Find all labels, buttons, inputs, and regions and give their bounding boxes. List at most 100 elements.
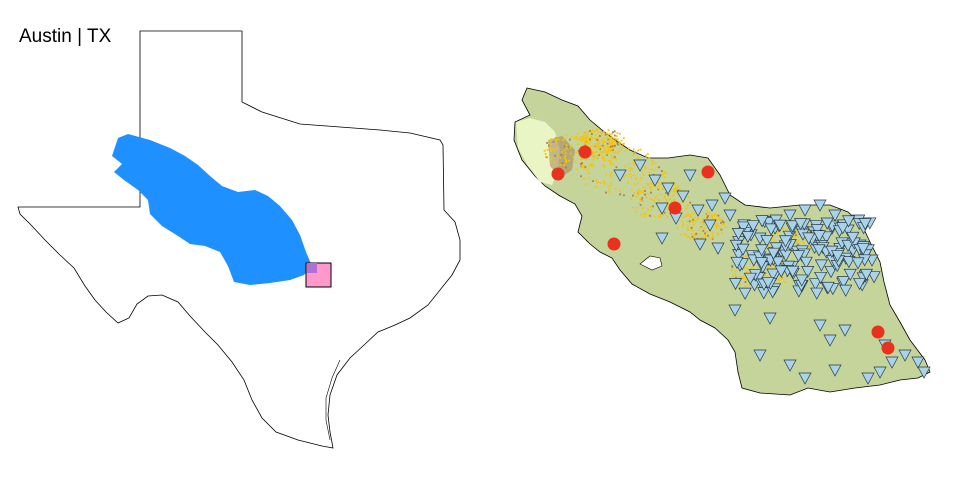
developed-pixel (597, 181, 600, 183)
developed-pixel (584, 144, 587, 147)
stream-gauge-triangle-icon (823, 334, 837, 347)
developed-pixel (653, 185, 655, 188)
stream-gauge-triangle-icon (773, 219, 787, 232)
developed-pixel (752, 265, 755, 268)
developed-pixel (591, 133, 593, 135)
well-circle-icon (578, 145, 592, 159)
developed-pixel (798, 241, 801, 244)
developed-pixel (580, 139, 583, 142)
stream-gauge-triangle-icon (786, 265, 800, 278)
developed-pixel (550, 138, 553, 141)
developed-pixel (648, 157, 651, 159)
developed-pixel (616, 152, 619, 154)
developed-pixel (661, 170, 663, 172)
developed-pixel (563, 157, 566, 160)
developed-pixel (646, 192, 649, 195)
developed-pixel (648, 171, 651, 173)
developed-pixel (592, 145, 595, 148)
developed-pixel (642, 200, 644, 203)
developed-pixel (795, 231, 798, 233)
developed-pixel (720, 222, 722, 224)
developed-pixel (588, 176, 590, 179)
developed-pixel (627, 147, 630, 150)
developed-pixel (612, 131, 614, 133)
developed-pixel (594, 130, 596, 133)
developed-pixel (552, 140, 555, 143)
developed-pixel (605, 173, 607, 176)
developed-pixel (603, 181, 606, 184)
developed-pixel (646, 182, 649, 185)
developed-pixel (613, 140, 615, 142)
developed-pixel (549, 144, 552, 146)
developed-pixel (565, 134, 568, 137)
developed-pixel (716, 222, 718, 225)
developed-pixel (588, 164, 591, 167)
developed-pixel (579, 158, 582, 161)
developed-pixel (611, 145, 614, 148)
developed-pixel (596, 156, 599, 159)
developed-pixel (612, 149, 614, 151)
developed-pixel (689, 237, 692, 239)
developed-pixel (607, 146, 610, 148)
stream-gauge-triangle-icon (843, 268, 857, 281)
well-circle-icon (881, 341, 895, 355)
developed-pixel (629, 167, 631, 169)
developed-pixel (662, 173, 665, 175)
developed-pixel (797, 243, 800, 246)
stream-gauge-triangle-icon (808, 278, 823, 291)
developed-pixel (585, 158, 587, 161)
developed-pixel (632, 174, 635, 176)
developed-pixel (645, 154, 647, 157)
developed-pixel (590, 140, 592, 143)
developed-pixel (564, 152, 567, 155)
developed-pixel (603, 140, 606, 143)
developed-pixel (707, 234, 709, 237)
developed-pixel (650, 168, 652, 171)
developed-pixel (633, 183, 636, 185)
developed-pixel (597, 131, 599, 134)
developed-pixel (602, 155, 605, 158)
developed-pixel (642, 173, 645, 176)
developed-pixel (663, 171, 666, 174)
developed-pixel (630, 188, 633, 191)
developed-pixel (556, 146, 558, 149)
developed-pixel (551, 148, 554, 151)
developed-pixel (670, 200, 673, 203)
developed-pixel (649, 214, 652, 217)
stream-gauge-triangle-icon (813, 319, 827, 332)
developed-pixel (721, 220, 724, 223)
developed-pixel (665, 198, 668, 201)
developed-pixel (589, 145, 592, 148)
developed-pixel (639, 198, 641, 201)
developed-pixel (670, 181, 673, 184)
developed-pixel (702, 218, 705, 221)
developed-pixel (615, 135, 618, 137)
developed-pixel (795, 242, 798, 244)
stream-gauge-triangle-icon (859, 268, 873, 281)
developed-pixel (641, 197, 644, 199)
developed-pixel (575, 135, 578, 138)
developed-pixel (569, 152, 572, 155)
developed-pixel (615, 158, 617, 161)
developed-pixel (605, 153, 608, 155)
stream-gauge-triangle-icon (723, 209, 737, 222)
developed-pixel (705, 231, 708, 233)
developed-pixel (606, 150, 609, 153)
stream-gauge-triangle-icon (791, 250, 806, 263)
developed-pixel (607, 129, 610, 132)
developed-pixel (619, 193, 621, 196)
developed-pixel (650, 187, 653, 190)
developed-pixel (694, 234, 697, 237)
developed-pixel (610, 160, 613, 163)
developed-pixel (610, 154, 613, 157)
developed-pixel (587, 139, 590, 142)
developed-pixel (587, 136, 589, 139)
stream-gauge-triangle-icon (911, 356, 925, 369)
stream-gauge-triangle-icon (858, 218, 872, 231)
developed-pixel (643, 165, 646, 168)
barrier-islands (325, 359, 341, 441)
developed-pixel (620, 146, 623, 149)
developed-pixel (687, 204, 690, 206)
developed-pixel (599, 135, 601, 137)
developed-pixel (603, 166, 606, 169)
